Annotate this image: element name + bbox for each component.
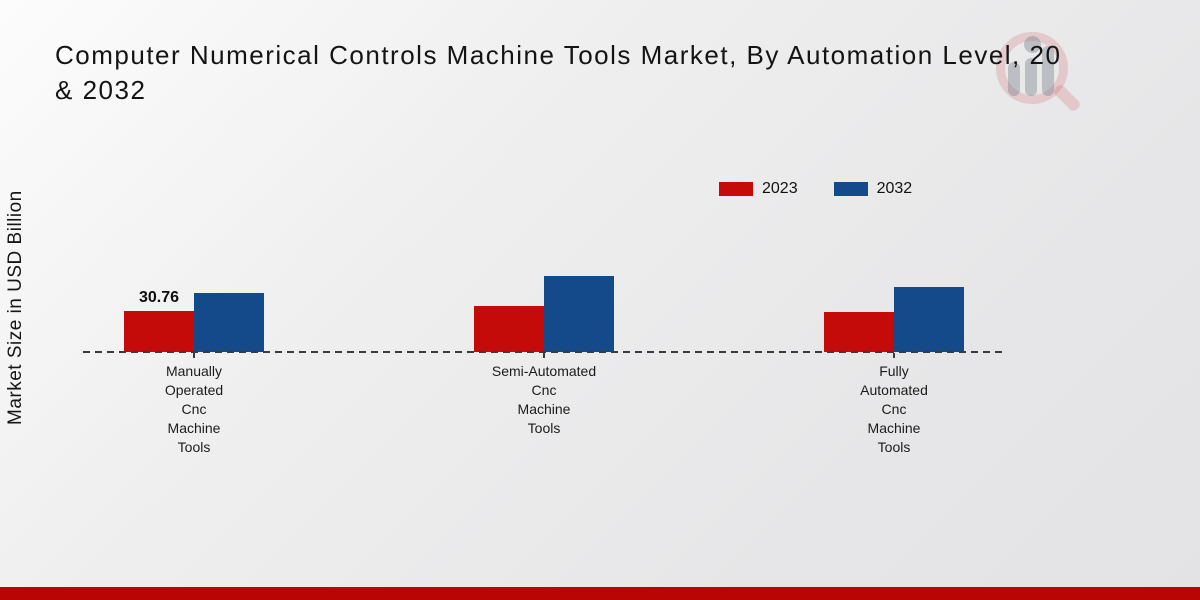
category-label-fully-automated: Fully Automated Cnc Machine Tools: [860, 363, 928, 455]
legend-label-2023: 2023: [762, 180, 798, 197]
market-research-logo-watermark: [996, 28, 1106, 128]
legend-label-2032: 2032: [876, 180, 913, 197]
legend-item-2023: 2023: [719, 180, 798, 198]
category-label-manually-operated: Manually Operated Cnc Machine Tools: [164, 363, 224, 455]
bar-2023-semi-automated: [474, 306, 544, 352]
bar-2023-fully-automated: [824, 312, 894, 352]
bar-2032-fully-automated: [894, 287, 964, 352]
legend: 2023 2032: [719, 180, 912, 198]
legend-swatch-2023: [719, 182, 753, 196]
x-axis-tick: [193, 353, 195, 358]
legend-item-2032: 2032: [833, 180, 913, 198]
bar-2023-manually-operated: [124, 311, 194, 352]
footer-red-bar: [0, 587, 1200, 600]
legend-swatch-2032: [833, 182, 868, 196]
chart-title-line1: Computer Numerical Controls Machine Tool…: [55, 40, 1062, 70]
value-label-2023-manually-operated: 30.76: [138, 289, 180, 306]
x-axis-dashed-line: [83, 351, 1007, 353]
x-axis-tick: [893, 353, 895, 358]
category-label-semi-automated: Semi-Automated Cnc Machine Tools: [491, 363, 597, 436]
magnifier-ring-icon: [996, 32, 1068, 104]
bar-glyph-icon: [1042, 46, 1054, 96]
x-axis-tick: [543, 353, 545, 358]
chart-title-line2: & 2032: [55, 75, 147, 105]
bar-2032-semi-automated: [544, 276, 614, 352]
bar-glyph-icon: [1008, 62, 1020, 96]
person-head-icon: [1024, 36, 1041, 53]
chart-title: Computer Numerical Controls Machine Tool…: [55, 38, 1200, 108]
bar-glyph-icon: [1025, 58, 1037, 96]
bar-2032-manually-operated: [194, 293, 264, 352]
